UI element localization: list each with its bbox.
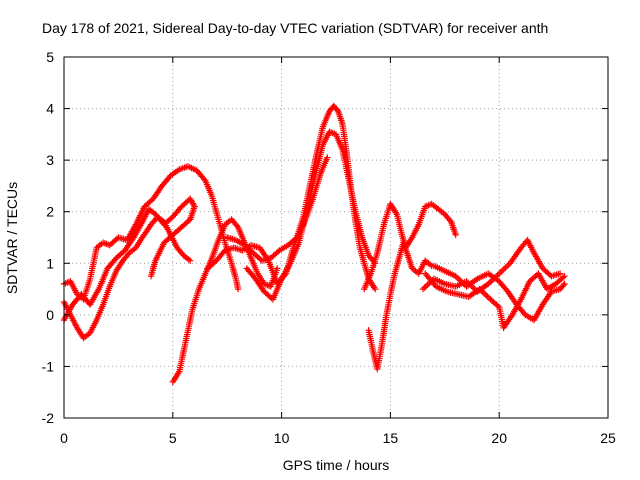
series-track-a (60, 163, 242, 303)
y-tick-label: 0 (46, 307, 54, 323)
x-axis-label: GPS time / hours (283, 457, 390, 473)
y-tick-label: 2 (46, 204, 54, 220)
y-tick-label: 4 (46, 101, 54, 117)
x-tick-label: 5 (169, 430, 177, 446)
series-track-k (422, 270, 568, 331)
x-tick-label: 0 (60, 430, 68, 446)
series-track-h (365, 239, 435, 373)
marker-trail (60, 163, 242, 303)
marker-trail (60, 195, 198, 324)
chart-title: Day 178 of 2021, Sidereal Day-to-day VTE… (42, 20, 548, 36)
axis-ticks: 0 5 10 15 20 25 -2 -1 0 1 2 3 4 5 (42, 49, 616, 446)
plot-frame (63, 56, 609, 419)
y-tick-label: 3 (46, 152, 54, 168)
series-track-c (60, 195, 198, 324)
x-tick-label: 25 (600, 430, 616, 446)
x-tick-label: 20 (491, 430, 507, 446)
y-tick-label: -2 (42, 410, 55, 426)
series-track-l (430, 262, 568, 324)
x-tick-label: 15 (383, 430, 399, 446)
y-tick-label: 5 (46, 49, 54, 65)
marker-trail (243, 128, 379, 303)
x-tick-label: 10 (274, 430, 290, 446)
y-tick-label: 1 (46, 255, 54, 271)
y-tick-label: -1 (42, 358, 55, 374)
y-axis-label: SDTVAR / TECUs (4, 182, 20, 294)
data-marks (60, 102, 568, 386)
series-track-f (243, 128, 379, 303)
series-track-g (204, 154, 331, 288)
marker-trail (361, 200, 459, 293)
series-track-i (361, 200, 459, 293)
